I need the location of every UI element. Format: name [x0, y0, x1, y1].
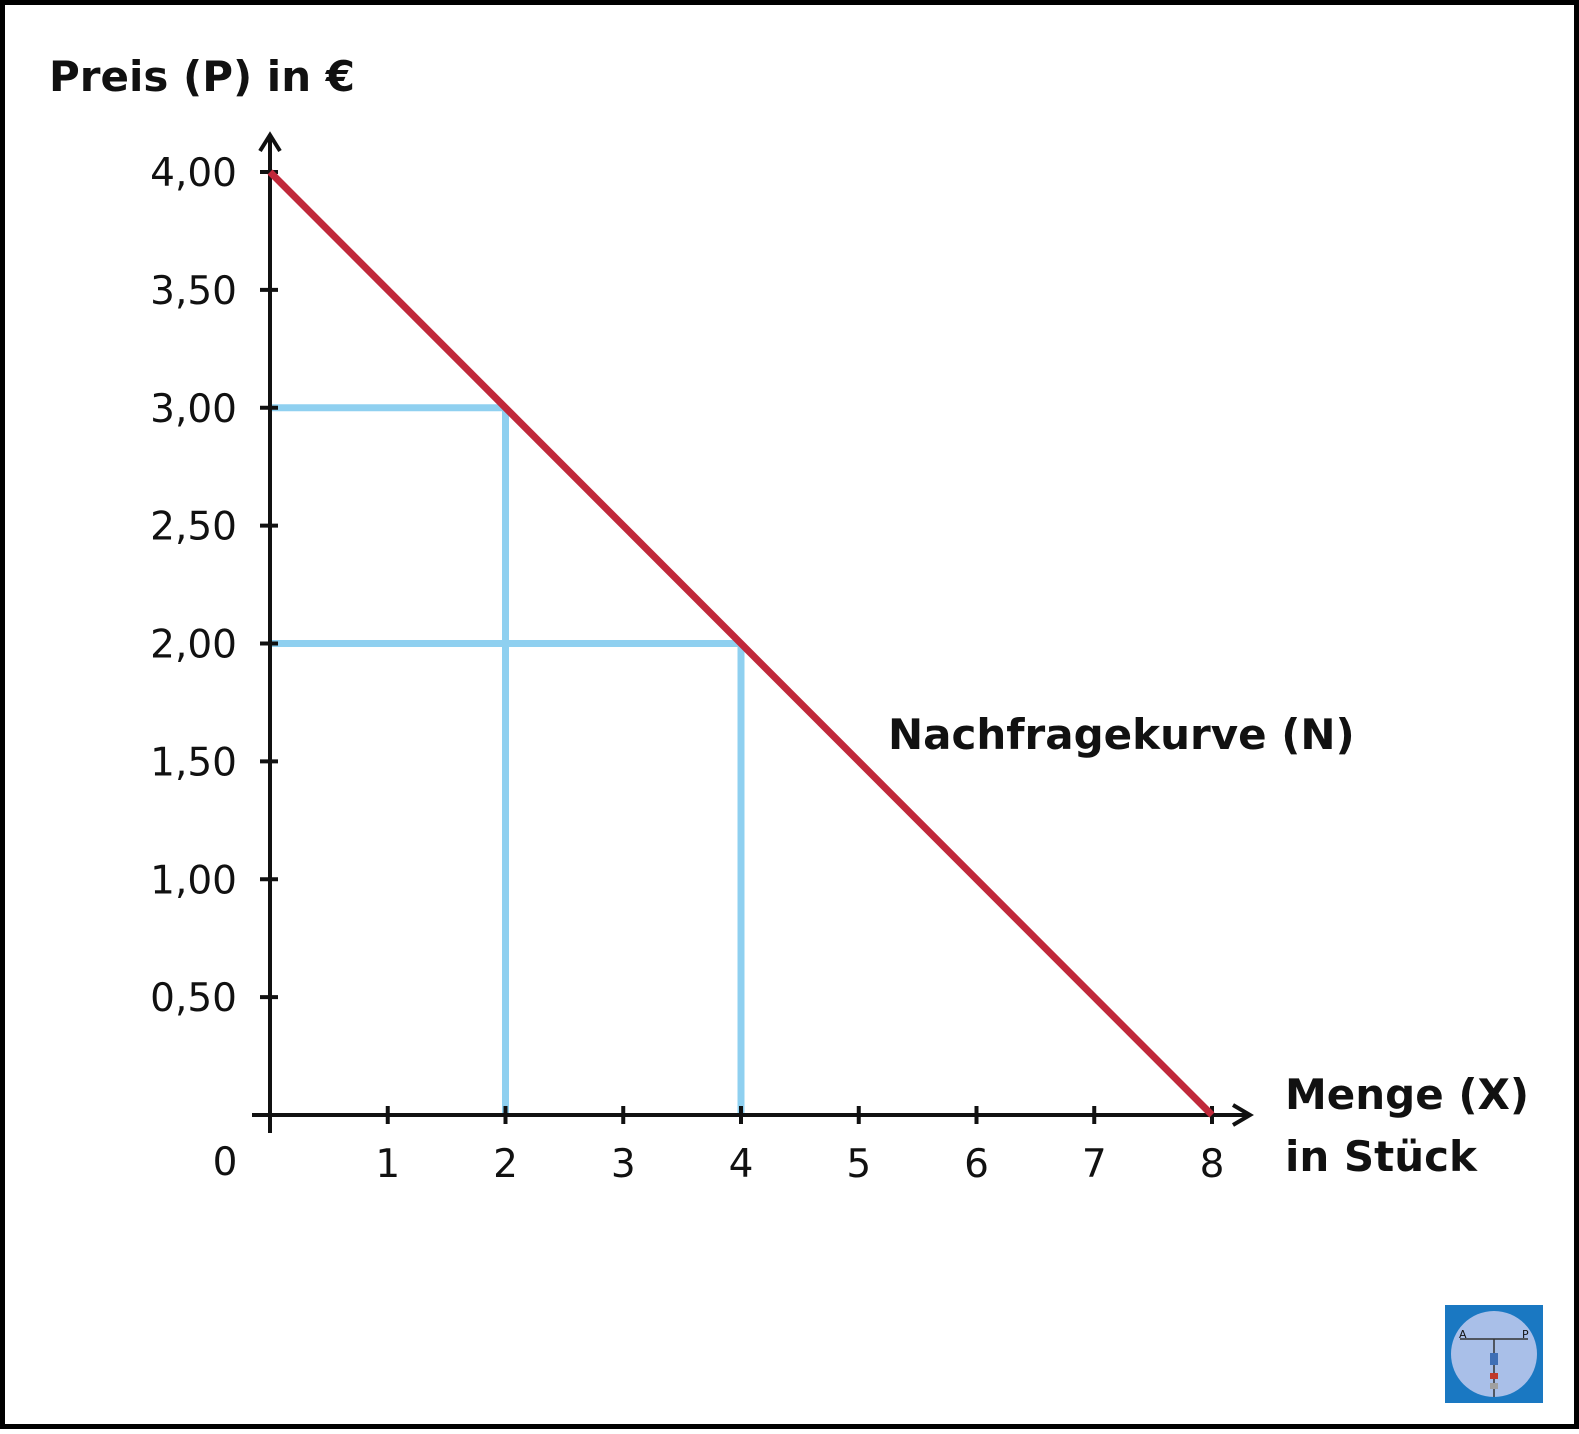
x-axis-title-line2: in Stück: [1285, 1132, 1478, 1181]
x-tick-label-7: 7: [1082, 1142, 1107, 1187]
x-tick-label-6: 6: [964, 1142, 989, 1187]
y-tick-label-7: 3,50: [150, 269, 237, 314]
x-tick-label-1: 1: [375, 1142, 400, 1187]
x-tick-label-5: 5: [846, 1142, 871, 1187]
x-axis-title-line1: Menge (X): [1285, 1070, 1529, 1119]
logo-mark-grey: [1490, 1383, 1498, 1389]
logo-text-a: A: [1459, 1328, 1467, 1341]
series-label-nachfragekurve: Nachfragekurve (N): [888, 710, 1355, 759]
demand-curve-chart: Preis (P) in € Menge (X) in Stück 0 Nach…: [49, 52, 1543, 1403]
origin-label: 0: [213, 1140, 238, 1185]
logo-mark-red: [1490, 1373, 1498, 1379]
y-tick-label-5: 2,50: [150, 505, 237, 550]
y-tick-label-4: 2,00: [150, 623, 237, 668]
y-tick-label-2: 1,00: [150, 858, 237, 903]
axes: [252, 131, 1254, 1133]
y-tick-label-3: 1,50: [150, 740, 237, 785]
x-tick-label-4: 4: [729, 1142, 754, 1187]
series-layer: [267, 169, 1215, 1118]
logo-mark-blue: [1490, 1353, 1498, 1365]
y-axis-title: Preis (P) in €: [49, 52, 355, 101]
x-tick-label-8: 8: [1200, 1142, 1225, 1187]
y-tick-label-1: 0,50: [150, 976, 237, 1021]
series-line-1: [267, 169, 1215, 1118]
logo-text-p: P: [1522, 1328, 1529, 1341]
x-axis-arrow: [1231, 1103, 1254, 1127]
x-tick-label-3: 3: [611, 1142, 636, 1187]
y-tick-label-6: 3,00: [150, 387, 237, 432]
y-axis-arrow: [258, 131, 282, 153]
guide-lines: [270, 404, 745, 1115]
x-tick-label-2: 2: [493, 1142, 518, 1187]
labels-layer: Preis (P) in € Menge (X) in Stück 0 Nach…: [49, 52, 1529, 1187]
y-tick-label-8: 4,00: [150, 151, 237, 196]
